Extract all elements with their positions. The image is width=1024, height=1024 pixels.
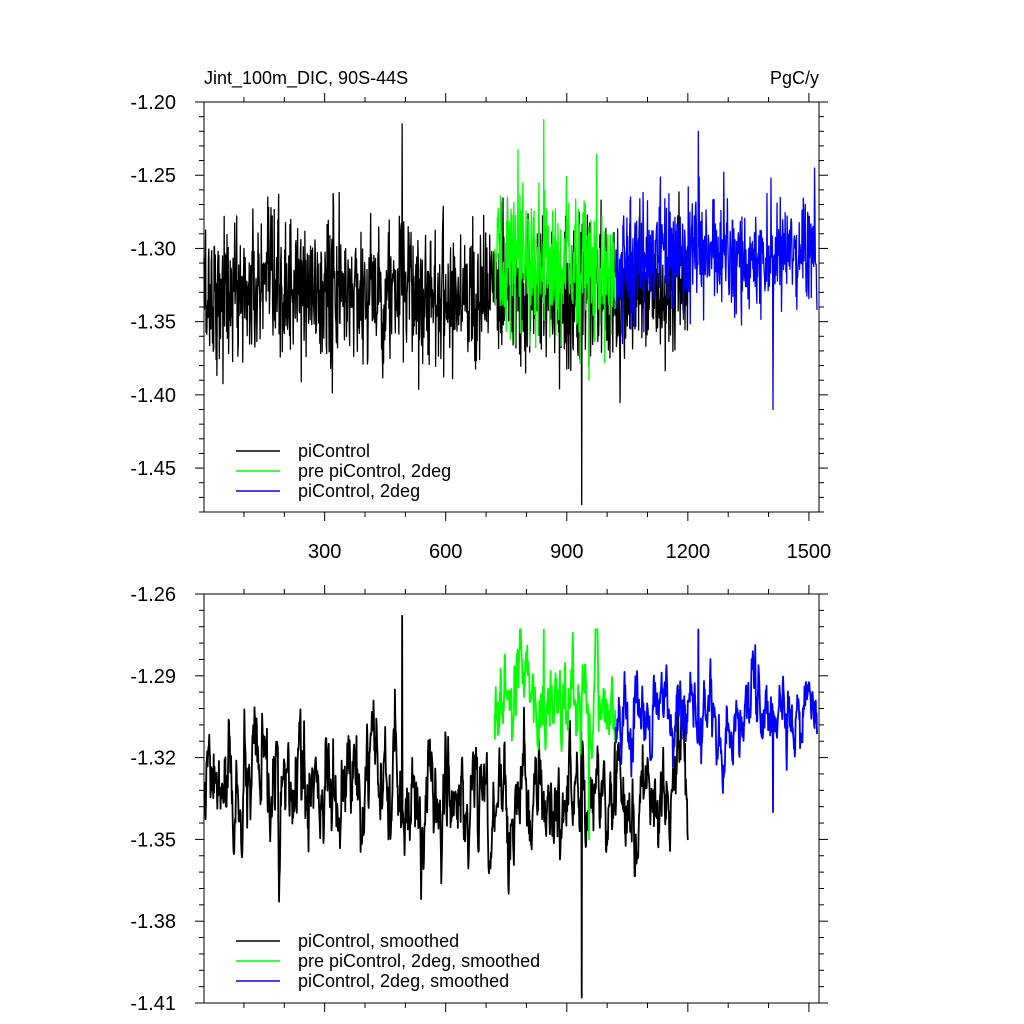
top-panel: Jint_100m_DIC, 90S-44S PgC/y 300 600 900 12…	[130, 68, 831, 563]
x-tick-label: 1500	[787, 541, 832, 563]
y-tick-label: -1.40	[130, 385, 176, 407]
series-line-3	[614, 628, 818, 814]
y-tick-label: -1.26	[130, 584, 176, 606]
x-tick-label: 1200	[666, 541, 711, 563]
top-panel-title: Jint_100m_DIC, 90S-44S	[204, 68, 408, 89]
x-tick-label: 900	[550, 541, 583, 563]
plot-frame	[203, 593, 820, 1004]
series-line-2	[493, 628, 617, 841]
series-line-1	[203, 614, 689, 999]
y-tick-label: -1.35	[130, 312, 176, 334]
bottom-panel: -1.26 -1.29 -1.32 -1.35 -1.38 -1.41 piControl…	[130, 584, 828, 1015]
legend-label: pre piControl, 2deg, smoothed	[298, 951, 540, 971]
top-series-lines	[203, 118, 818, 506]
bottom-axes: -1.26 -1.29 -1.32 -1.35 -1.38 -1.41	[130, 584, 828, 1015]
legend-label: piControl	[298, 441, 370, 461]
y-tick-label: -1.29	[130, 666, 176, 688]
y-tick-label: -1.38	[130, 911, 176, 933]
y-tick-label: -1.30	[130, 238, 176, 260]
legend-label: piControl, 2deg, smoothed	[298, 971, 509, 991]
legend-label: pre piControl, 2deg	[298, 461, 451, 481]
legend-label: piControl, 2deg	[298, 481, 420, 501]
x-tick-label: 300	[308, 541, 341, 563]
top-axes: 300 600 900 1200 1500 -1.20 -1.25 -1.30 -1.35 -1.…	[130, 92, 831, 563]
x-tick-label: 600	[429, 541, 462, 563]
y-tick-label: -1.35	[130, 829, 176, 851]
top-panel-units: PgC/y	[770, 68, 819, 88]
series-line-3	[614, 130, 818, 411]
series-line-1	[203, 123, 689, 506]
bottom-series-lines	[203, 614, 818, 999]
y-tick-label: -1.45	[130, 458, 176, 480]
y-tick-label: -1.32	[130, 748, 176, 770]
legend-label: piControl, smoothed	[298, 931, 459, 951]
y-tick-label: -1.25	[130, 165, 176, 187]
series-line-2	[493, 118, 616, 381]
y-tick-label: -1.41	[130, 993, 176, 1015]
y-tick-label: -1.20	[130, 92, 176, 114]
